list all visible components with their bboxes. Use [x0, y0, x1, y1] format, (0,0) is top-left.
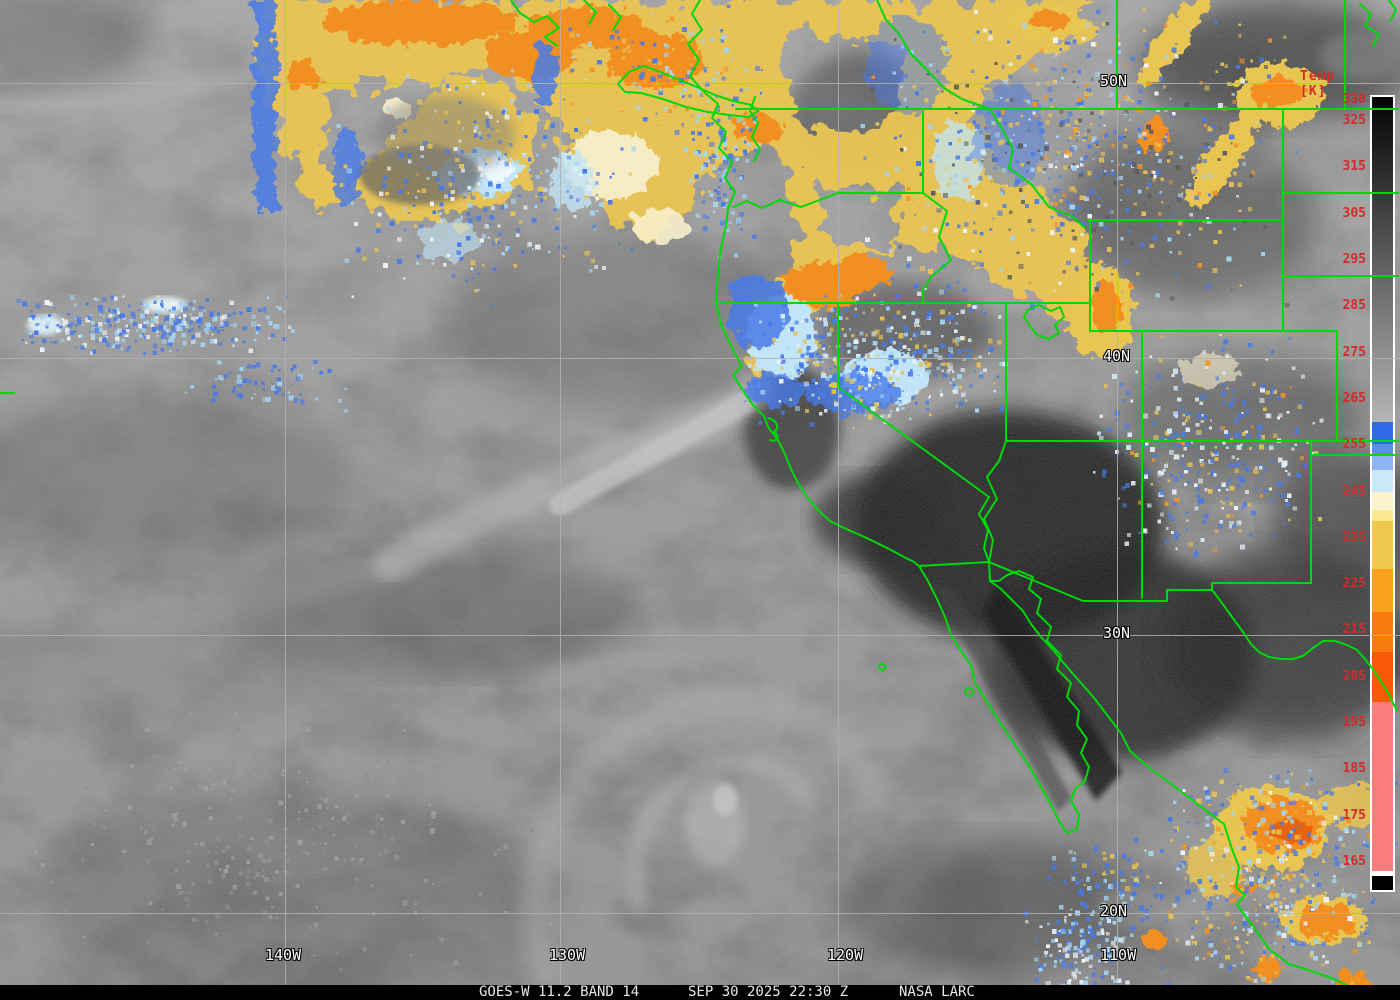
colorbar-title: Temp [K]	[1300, 69, 1336, 99]
gridline-140w	[285, 0, 286, 985]
colorbar-label: 275	[1342, 345, 1366, 360]
colorbar-label: 165	[1342, 854, 1366, 869]
gridline-110w	[1117, 0, 1118, 985]
border-or-id	[922, 192, 952, 304]
mb-lakes	[1359, 0, 1397, 47]
gridline-120w	[838, 0, 839, 985]
lat-label-40n: 40N	[1103, 347, 1131, 365]
lat-label-50n: 50N	[1100, 72, 1128, 90]
colorado-river-delta	[988, 561, 991, 582]
colorbar-label: 195	[1342, 715, 1366, 730]
colorbar-label: 205	[1342, 669, 1366, 684]
timestamp-label: SEP 30 2025 22:30 Z	[688, 984, 849, 1000]
lon-label-130w: 130W	[549, 946, 586, 964]
colorbar-label: 215	[1342, 622, 1366, 637]
colorbar-label: 315	[1342, 159, 1366, 174]
border-ca-mexico	[918, 561, 990, 567]
lat-label-30n: 30N	[1103, 624, 1131, 642]
colorbar-label: 285	[1342, 298, 1366, 313]
border-ca-nv-diagonal	[837, 386, 990, 498]
colorbar-label: 245	[1342, 484, 1366, 499]
colorbar-label: 235	[1342, 530, 1366, 545]
gridline-130w	[560, 0, 561, 985]
cedros-island	[964, 687, 974, 697]
gridline-30n	[0, 635, 1400, 636]
colorbar-label: 330	[1342, 92, 1366, 107]
coastline-west	[687, 0, 920, 567]
gridline-50n	[0, 83, 1400, 84]
great-salt-lake	[1023, 304, 1065, 340]
guadalupe-island	[878, 663, 886, 671]
lon-label-120w: 120W	[827, 946, 864, 964]
puget-sound	[749, 96, 761, 162]
gridline-20n	[0, 913, 1400, 914]
border-id-mt	[989, 108, 1086, 229]
caption-bar: GOES-W 11.2 BAND 14 SEP 30 2025 22:30 Z …	[0, 985, 1400, 1000]
sf-bay	[767, 417, 779, 442]
coastline-mexico	[989, 580, 1349, 985]
lon-label-110w: 110W	[1100, 946, 1137, 964]
border-bc-ab	[876, 0, 991, 110]
colorbar-label: 175	[1342, 808, 1366, 823]
colorbar-label: 255	[1342, 437, 1366, 452]
border-az-mexico	[988, 561, 1084, 602]
border-wa-or	[732, 192, 924, 209]
border-ca-az-river	[978, 496, 990, 563]
bc-islands	[510, 0, 622, 47]
colorbar-label: 325	[1342, 113, 1366, 128]
vancouver-island	[617, 65, 759, 118]
lat-label-20n: 20N	[1100, 902, 1128, 920]
lon-label-140w: 140W	[265, 946, 302, 964]
colorbar-label: 185	[1342, 761, 1366, 776]
colorbar-label: 305	[1342, 206, 1366, 221]
border-nv-az-river	[983, 440, 1007, 563]
coastline-baja	[918, 565, 1090, 834]
rio-grande	[1211, 589, 1398, 712]
colorbar-label: 295	[1342, 252, 1366, 267]
colorbar-label: 225	[1342, 576, 1366, 591]
colorbar-label: 265	[1342, 391, 1366, 406]
gridline-40n	[0, 358, 1400, 359]
border-bootheel	[1082, 582, 1213, 602]
product-label: GOES-W 11.2 BAND 14	[479, 984, 640, 1000]
credit-label: NASA LARC	[899, 984, 975, 1000]
